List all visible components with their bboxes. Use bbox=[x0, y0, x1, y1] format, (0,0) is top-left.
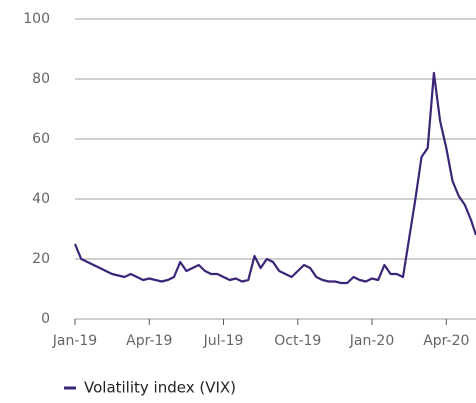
line-series bbox=[73, 71, 476, 285]
x-tick-label: Jul-19 bbox=[203, 333, 244, 349]
y-tick-label: 20 bbox=[32, 251, 50, 267]
x-tick-label: Apr-19 bbox=[126, 333, 172, 349]
x-tick-label: Jan-19 bbox=[52, 333, 97, 349]
legend-label: Volatility index (VIX) bbox=[84, 379, 236, 397]
y-tick-label: 60 bbox=[32, 131, 50, 147]
y-tick-label: 0 bbox=[41, 311, 50, 327]
y-tick-label: 40 bbox=[32, 191, 50, 207]
x-tick-label: Oct-19 bbox=[274, 333, 321, 349]
y-tick-label: 100 bbox=[23, 11, 50, 27]
x-tick-label: Jan-20 bbox=[349, 333, 394, 349]
y-tick-label: 80 bbox=[32, 71, 50, 87]
x-tick-label: Apr-20 bbox=[423, 333, 469, 349]
